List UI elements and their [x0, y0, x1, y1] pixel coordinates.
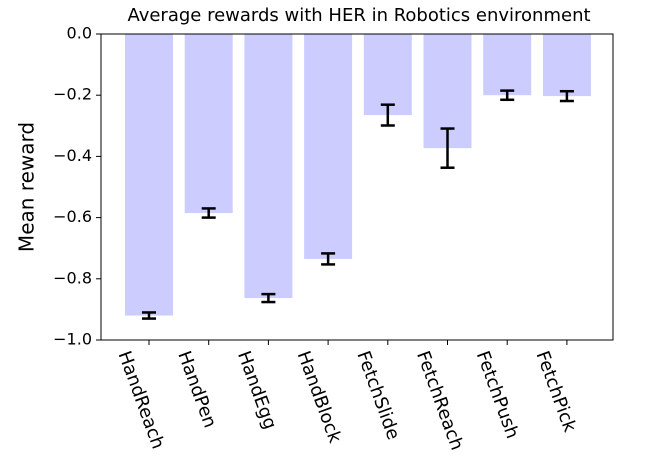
chart-title: Average rewards with HER in Robotics env…: [127, 5, 590, 26]
y-tick-label: 0.0: [67, 24, 92, 43]
bar: [184, 34, 233, 214]
bar: [483, 34, 532, 96]
bar: [244, 34, 293, 299]
y-tick-label: −0.6: [53, 207, 92, 226]
bar: [304, 34, 353, 259]
bar: [542, 34, 591, 97]
y-tick-label: −0.2: [53, 85, 92, 104]
y-tick-label: −0.4: [53, 146, 92, 165]
y-axis-label: Mean reward: [15, 122, 39, 252]
plot-frame: [100, 33, 614, 341]
y-tick-label: −0.8: [53, 268, 92, 287]
bar: [125, 34, 173, 316]
y-tick-label: −1.0: [53, 330, 92, 349]
bar: [363, 34, 412, 116]
